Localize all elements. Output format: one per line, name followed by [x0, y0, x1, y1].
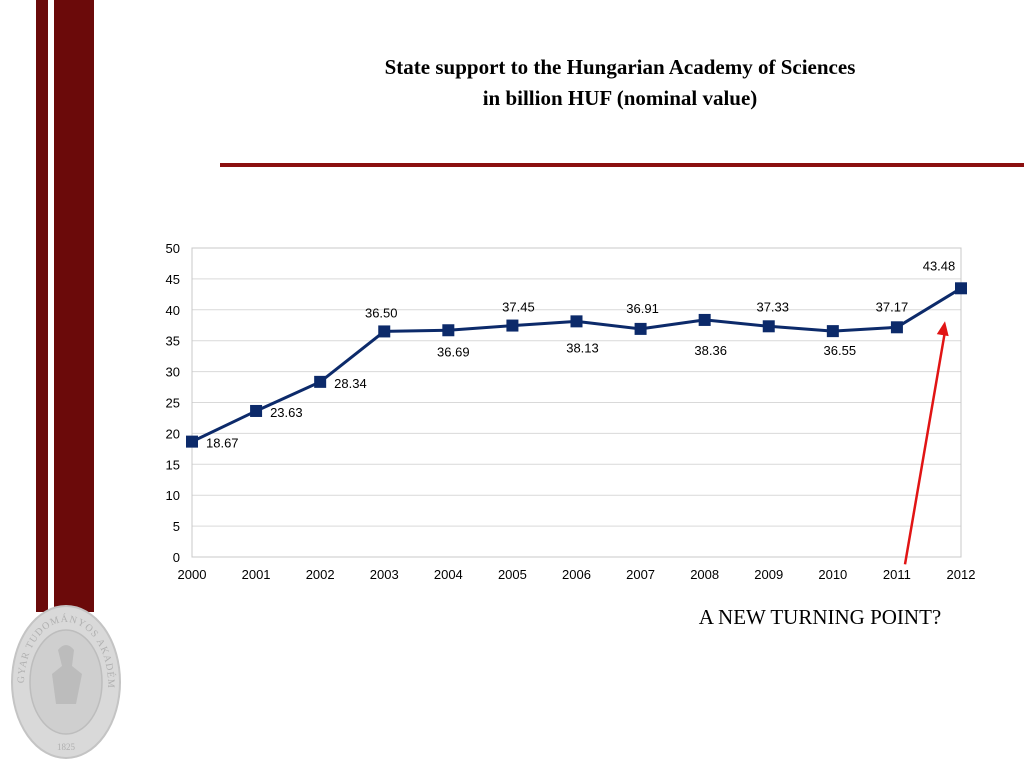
- chart-title-line2: in billion HUF (nominal value): [482, 86, 758, 110]
- data-label: 23.63: [270, 405, 303, 420]
- plot-area-border: [191, 247, 962, 558]
- data-label: 43.48: [923, 258, 956, 273]
- y-tick-label: 15: [166, 457, 180, 472]
- x-tick-label: 2005: [498, 567, 527, 582]
- x-tick-label: 2002: [306, 567, 335, 582]
- y-tick-label: 40: [166, 303, 180, 318]
- data-label: 38.13: [566, 340, 599, 355]
- data-labels: 18.67 23.63 28.34 36.50 36.69 37.45 38.13 36.91…: [206, 258, 955, 450]
- data-label: 36.55: [824, 343, 857, 358]
- x-tick-label: 2004: [434, 567, 463, 582]
- seal-year: 1825: [57, 742, 76, 752]
- x-tick-label: 2003: [370, 567, 399, 582]
- y-tick-label: 35: [166, 334, 180, 349]
- chart-gridlines: [192, 247, 961, 558]
- turning-point-callout: A NEW TURNING POINT?: [698, 605, 942, 629]
- data-point: [634, 322, 647, 335]
- data-point: [506, 319, 519, 332]
- data-point: [955, 282, 967, 295]
- y-axis-ticks: 0 5 10 15 20 25 30 35 40 45 50: [166, 241, 180, 565]
- data-point: [314, 375, 327, 388]
- x-tick-label: 2008: [690, 567, 719, 582]
- data-point: [762, 320, 775, 333]
- data-point: [890, 321, 903, 334]
- chart-title-line1: State support to the Hungarian Academy o…: [384, 55, 856, 79]
- turning-point-arrow: [903, 321, 949, 565]
- y-tick-label: 45: [166, 272, 180, 287]
- data-point: [442, 324, 455, 337]
- x-tick-label: 2012: [947, 567, 976, 582]
- series-markers: [186, 282, 967, 448]
- data-label: 37.33: [756, 299, 789, 314]
- left-accent-bar-wide: [54, 0, 94, 612]
- data-label: 36.69: [437, 344, 470, 359]
- arrow-shaft: [903, 331, 947, 565]
- y-tick-label: 20: [166, 426, 180, 441]
- data-point: [698, 313, 711, 326]
- left-accent-bar-thin: [36, 0, 48, 612]
- x-axis-ticks: 2000 2001 2002 2003 2004 2005 2006 2007 2008 2009…: [178, 567, 976, 582]
- y-tick-label: 5: [173, 519, 180, 534]
- data-label: 37.45: [502, 300, 535, 315]
- y-tick-label: 50: [166, 241, 180, 256]
- data-label: 37.17: [876, 299, 909, 314]
- data-label: 38.36: [694, 343, 727, 358]
- x-tick-label: 2007: [626, 567, 655, 582]
- data-label: 36.50: [365, 305, 398, 320]
- data-point: [378, 325, 391, 338]
- series-line: [191, 287, 962, 443]
- x-tick-label: 2001: [242, 567, 271, 582]
- data-point: [186, 435, 198, 448]
- x-tick-label: 2009: [754, 567, 783, 582]
- data-point: [570, 315, 583, 328]
- x-tick-label: 2010: [818, 567, 847, 582]
- data-point: [826, 325, 839, 338]
- y-tick-label: 10: [166, 488, 180, 503]
- data-label: 18.67: [206, 436, 239, 451]
- y-tick-label: 25: [166, 396, 180, 411]
- x-tick-label: 2000: [178, 567, 207, 582]
- y-tick-label: 0: [173, 550, 180, 565]
- data-label: 28.34: [334, 376, 367, 391]
- x-tick-label: 2011: [883, 567, 911, 582]
- seal-figure: [52, 645, 82, 704]
- title-rule: [220, 163, 1024, 167]
- data-label: 36.91: [626, 301, 659, 316]
- x-tick-label: 2006: [562, 567, 591, 582]
- academy-seal-logo: MAGYAR TUDOMÁNYOS AKADÉMIA 1825: [8, 602, 121, 759]
- y-tick-label: 30: [166, 365, 180, 380]
- chart-title: State support to the Hungarian Academy o…: [230, 52, 1010, 114]
- data-point: [250, 404, 263, 417]
- arrow-head: [936, 321, 949, 337]
